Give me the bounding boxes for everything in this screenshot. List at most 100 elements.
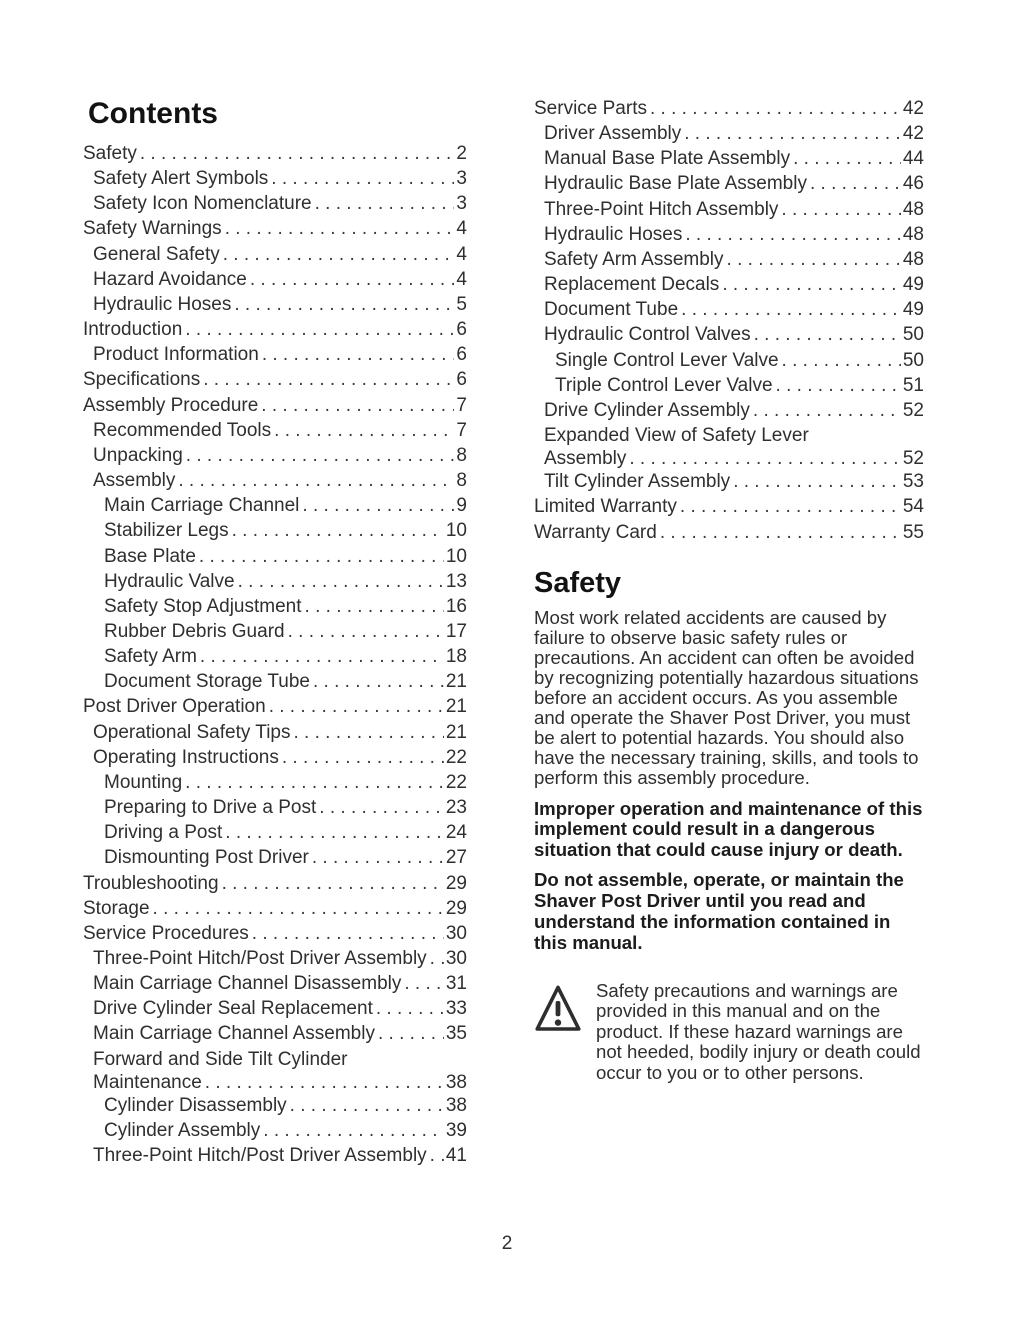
toc-entry-label: Safety Arm Assembly: [544, 248, 724, 270]
toc-entry-label: Driver Assembly: [544, 123, 682, 145]
toc-entry-line: Document Tube. . . . . . . . . . . . . .…: [544, 297, 924, 322]
toc-entry-page: 13: [445, 570, 467, 592]
toc-entry-line: Post Driver Operation. . . . . . . . . .…: [83, 694, 467, 719]
toc-dot-leader: . . . . . . . . . . . . . . . . . . . . …: [261, 394, 454, 416]
toc-entry: Single Control Lever Valve. . . . . . . …: [534, 348, 924, 373]
toc-entry-page: 41: [445, 1145, 467, 1167]
toc-entry-label: Troubleshooting: [83, 872, 219, 894]
toc-dot-leader: . . . . . . . . . . . . . . . . . . . . …: [268, 696, 444, 718]
contents-column: Contents Safety. . . . . . . . . . . . .…: [83, 97, 467, 1168]
toc-entry-line: Operational Safety Tips. . . . . . . . .…: [93, 720, 467, 745]
toc-entry-label: Service Parts: [534, 98, 647, 119]
toc-entry-page: 48: [902, 223, 924, 245]
toc-entry-page: 35: [445, 1023, 467, 1045]
toc-entry-page: 50: [902, 324, 924, 346]
toc-entry-page: 6: [456, 369, 467, 391]
toc-entry-label: Hydraulic Hoses: [93, 293, 232, 315]
toc-entry-label: Hydraulic Base Plate Assembly: [544, 173, 807, 195]
toc-entry-label: Post Driver Operation: [83, 696, 266, 718]
toc-entry-page: 4: [456, 218, 467, 240]
toc-dot-leader: . . . . . . . . . . . . . . . . . . . . …: [781, 349, 901, 371]
toc-entry-line: Safety Alert Symbols. . . . . . . . . . …: [93, 166, 467, 191]
toc-entry: Triple Control Lever Valve. . . . . . . …: [534, 373, 924, 398]
toc-entry-label: Recommended Tools: [93, 419, 272, 441]
toc-entry-line: Assembly. . . . . . . . . . . . . . . . …: [544, 448, 924, 469]
toc-entry-label: Stabilizer Legs: [104, 520, 229, 542]
safety-body-paragraph: Most work related accidents are caused b…: [534, 606, 919, 789]
toc-entry-line: Operating Instructions. . . . . . . . . …: [93, 745, 467, 770]
toc-dot-leader: . . . . . . . . . . . . . . . . . . . . …: [203, 369, 454, 391]
toc-entry-label: Hydraulic Control Valves: [544, 324, 751, 346]
toc-entry-page: 29: [445, 897, 467, 919]
toc-entry-page: 52: [902, 399, 924, 421]
toc-dot-leader: . . . . . . . . . . . . . . . . . . . . …: [234, 293, 454, 315]
toc-entry-line: Hydraulic Hoses. . . . . . . . . . . . .…: [544, 222, 924, 247]
toc-entry: Drive Cylinder Assembly. . . . . . . . .…: [534, 398, 924, 423]
safety-paragraphs: Most work related accidents are caused b…: [534, 606, 924, 954]
toc-entry-label: Single Control Lever Valve: [555, 349, 779, 371]
toc-entry-label: Drive Cylinder Seal Replacement: [93, 998, 373, 1020]
contents-list: Safety. . . . . . . . . . . . . . . . . …: [83, 141, 467, 1168]
toc-entry-label: Hazard Avoidance: [93, 268, 247, 290]
toc-entry: Introduction. . . . . . . . . . . . . . …: [83, 317, 467, 342]
toc-dot-leader: . . . . . . . . . . . . . . . . . . . . …: [681, 299, 901, 321]
toc-dot-leader: . . . . . . . . . . . . . . . . . . . . …: [293, 721, 444, 743]
toc-entry-label: Three-Point Hitch/Post Driver Assembly: [93, 948, 427, 969]
toc-dot-leader: . . . . . . . . . . . . . . . . . . . . …: [314, 193, 455, 215]
toc-entry-line: Introduction. . . . . . . . . . . . . . …: [83, 317, 467, 342]
toc-entry-label: General Safety: [93, 243, 220, 265]
toc-dot-leader: . . . . . . . . . . . . . . . . . . . . …: [185, 319, 455, 341]
toc-dot-leader: . . . . . . . . . . . . . . . . . . . . …: [139, 143, 455, 164]
toc-entry-line: Assembly Procedure. . . . . . . . . . . …: [83, 393, 467, 418]
toc-entry-label: Safety Warnings: [83, 218, 222, 240]
toc-entry-page: 46: [902, 173, 924, 195]
toc-entry-label: Unpacking: [93, 444, 183, 466]
safety-heading: Safety: [534, 566, 622, 599]
toc-entry-line: Driving a Post. . . . . . . . . . . . . …: [104, 820, 467, 845]
safety-section: Safety Most work related accidents are c…: [534, 567, 924, 1084]
toc-entry-page: 44: [902, 148, 924, 170]
right-column: Service Parts . . . . . . . . . . . . . .…: [534, 96, 924, 1083]
toc-entry-page: 21: [445, 671, 467, 693]
toc-dot-leader: . . . . . . . . . . . . . . . . . . . . …: [319, 797, 444, 819]
toc-entry-label: Hydraulic Valve: [104, 570, 235, 592]
toc-entry-page: 21: [445, 696, 467, 718]
toc-entry: Hydraulic Hoses. . . . . . . . . . . . .…: [83, 292, 467, 317]
toc-entry-page: 18: [445, 646, 467, 668]
toc-entry-line: Safety. . . . . . . . . . . . . . . . . …: [83, 141, 467, 166]
toc-dot-leader: . . . . . . . . . . . . . . . . . . . . …: [793, 148, 901, 170]
toc-dot-leader: . . . . . . . . . . . . . . . . . . . . …: [178, 470, 454, 492]
warning-triangle-icon: [534, 983, 582, 1084]
toc-entry: Safety Icon Nomenclature. . . . . . . . …: [83, 191, 467, 216]
toc-entry-label: Document Storage Tube: [104, 671, 310, 693]
toc-entry: Preparing to Drive a Post. . . . . . . .…: [83, 795, 467, 820]
toc-dot-leader: . . . . . . . . . . . . . . . . . . . . …: [274, 419, 454, 441]
toc-dot-leader: . . . . . . . . . . . . . . . . . . . . …: [733, 471, 901, 493]
toc-dot-leader: . . . . . . . . . . . . . . . . . . . . …: [221, 872, 444, 894]
toc-entry-line: Drive Cylinder Assembly. . . . . . . . .…: [544, 398, 924, 423]
toc-dot-leader: . . . . . . . . . . . . . . . . . . . . …: [224, 218, 455, 240]
toc-entry: Safety Alert Symbols. . . . . . . . . . …: [83, 166, 467, 191]
toc-entry: Limited Warranty. . . . . . . . . . . . …: [534, 494, 924, 519]
toc-entry-page: 6: [456, 319, 467, 341]
toc-entry-page: 7: [456, 419, 467, 441]
toc-entry-page: 38: [445, 1071, 467, 1093]
toc-dot-leader: . . . . . . . . . . . . . . . . . . . . …: [404, 973, 444, 995]
toc-dot-leader: . . . . . . . . . . . . . . . . . . . . …: [809, 173, 901, 195]
toc-entry-label: Specifications: [83, 369, 201, 391]
toc-entry: Recommended Tools. . . . . . . . . . . .…: [83, 418, 467, 443]
toc-entry-label: Operating Instructions: [93, 746, 279, 768]
toc-entry: Safety Arm. . . . . . . . . . . . . . . …: [83, 644, 467, 669]
toc-entry-line: Limited Warranty. . . . . . . . . . . . …: [534, 494, 924, 519]
toc-dot-leader: . . . . . . . . . . . . . . . . . . . . …: [263, 1119, 444, 1141]
toc-entry-line: Mounting. . . . . . . . . . . . . . . . …: [104, 770, 467, 795]
toc-entry: Drive Cylinder Seal Replacement. . . . .…: [83, 996, 467, 1021]
toc-entry-page: 8: [456, 470, 467, 492]
toc-entry-label: Assembly: [93, 470, 176, 492]
safety-warning-note: Safety precautions and warnings are prov…: [534, 980, 924, 1084]
toc-entry-line: Recommended Tools. . . . . . . . . . . .…: [93, 418, 467, 443]
contents-list-continued: Service Parts . . . . . . . . . . . . . .…: [534, 96, 924, 545]
toc-entry: Rubber Debris Guard. . . . . . . . . . .…: [83, 619, 467, 644]
toc-entry: Hydraulic Base Plate Assembly. . . . . .…: [534, 171, 924, 196]
toc-entry-page: 7: [456, 394, 467, 416]
